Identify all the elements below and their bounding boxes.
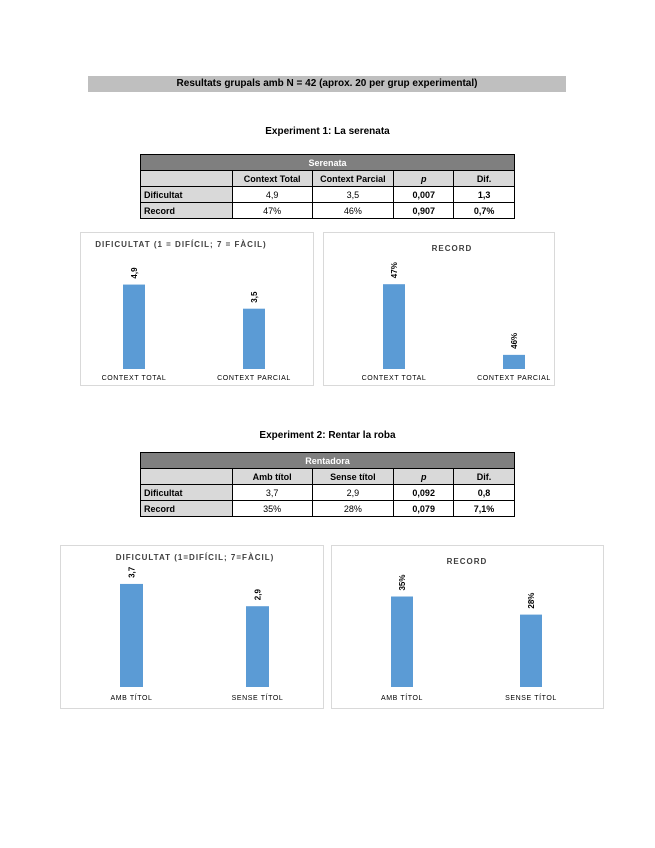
header-col: Amb títol <box>231 468 313 485</box>
category-label: CONTEXT TOTAL <box>102 375 167 382</box>
header-col: p <box>393 170 455 187</box>
table-cell: 0,8 <box>453 484 515 501</box>
rentadora-table: Rentadora Amb títol Sense títol p Dif. D… <box>140 452 515 517</box>
table-cell: 0,079 <box>393 500 455 517</box>
chart-bar <box>383 284 405 369</box>
table-cell: 3,5 <box>311 186 395 203</box>
table-cell: 28% <box>311 500 395 517</box>
experiment-2-title: Experiment 2: Rentar la roba <box>259 430 396 441</box>
chart-bar <box>123 284 145 369</box>
header-col: p <box>393 468 455 485</box>
table-cell: 4,9 <box>231 186 313 203</box>
table-cell: 35% <box>231 500 313 517</box>
data-label: 4,9 <box>130 267 139 279</box>
chart-title: RECORD <box>447 557 488 566</box>
chart-bar <box>246 606 269 687</box>
chart-bar <box>243 308 265 369</box>
chart-title: RECORD <box>432 244 473 253</box>
category-label: AMB TÍTOL <box>381 693 423 702</box>
row-label: Dificultat <box>140 484 233 501</box>
data-label: 46% <box>510 333 519 349</box>
row-label: Dificultat <box>140 186 233 203</box>
chart-bar <box>520 614 542 687</box>
header-col: Context Parcial <box>311 170 395 187</box>
table-row: Record 47% 46% 0,907 0,7% <box>140 202 515 219</box>
data-label: 35% <box>398 574 407 590</box>
table-cell: 0,907 <box>393 202 455 219</box>
category-label: SENSE TÍTOL <box>505 693 557 702</box>
table-row: Record 35% 28% 0,079 7,1% <box>140 500 515 517</box>
header-col: Dif. <box>453 170 515 187</box>
chart-record-1: RECORD 47% CONTEXT TOTAL 46% CONTEXT PARCIAL <box>323 232 555 386</box>
header-blank <box>140 170 233 187</box>
chart-record-2: RECORD 35% AMB TÍTOL 28% SENSE TÍTOL <box>331 545 604 709</box>
table-cell: 3,7 <box>231 484 313 501</box>
experiment-1-title: Experiment 1: La serenata <box>265 126 390 137</box>
table-row: Dificultat 4,9 3,5 0,007 1,3 <box>140 186 515 203</box>
table-cell: 1,3 <box>453 186 515 203</box>
chart-dificultat-1: DIFICULTAT (1 = DIFÍCIL; 7 = FÀCIL) 4,9 CO… <box>80 232 314 386</box>
table-cell: 0,092 <box>393 484 455 501</box>
chart-bar <box>503 354 525 369</box>
table-row: Dificultat 3,7 2,9 0,092 0,8 <box>140 484 515 501</box>
header-blank <box>140 468 233 485</box>
table-cell: 7,1% <box>453 500 515 517</box>
table-cell: 0,007 <box>393 186 455 203</box>
chart-title: DIFICULTAT (1=DIFÍCIL; 7=FÀCIL) <box>116 553 275 562</box>
table-caption: Serenata <box>140 154 515 171</box>
header-col: Sense títol <box>311 468 395 485</box>
row-label: Record <box>140 500 233 517</box>
results-banner: Resultats grupals amb N = 42 (aprox. 20 … <box>88 76 566 92</box>
data-label: 3,7 <box>128 566 137 578</box>
category-label: CONTEXT TOTAL <box>362 375 427 382</box>
chart-bar <box>391 596 413 687</box>
table-cell: 47% <box>231 202 313 219</box>
data-label: 47% <box>390 262 399 278</box>
category-label: CONTEXT PARCIAL <box>477 375 551 382</box>
table-cell: 46% <box>311 202 395 219</box>
table-caption: Rentadora <box>140 452 515 469</box>
category-label: CONTEXT PARCIAL <box>217 375 291 382</box>
table-cell: 0,7% <box>453 202 515 219</box>
category-label: SENSE TÍTOL <box>232 693 284 702</box>
data-label: 28% <box>527 593 536 609</box>
data-label: 2,9 <box>254 589 263 601</box>
table-cell: 2,9 <box>311 484 395 501</box>
header-col: Dif. <box>453 468 515 485</box>
row-label: Record <box>140 202 233 219</box>
header-col: Context Total <box>231 170 313 187</box>
serenata-table: Serenata Context Total Context Parcial p… <box>140 154 515 219</box>
chart-bar <box>120 583 143 687</box>
chart-title: DIFICULTAT (1 = DIFÍCIL; 7 = FÀCIL) <box>95 240 266 249</box>
data-label: 3,5 <box>250 291 259 303</box>
category-label: AMB TÍTOL <box>110 693 152 702</box>
chart-dificultat-2: DIFICULTAT (1=DIFÍCIL; 7=FÀCIL) 3,7 AMB TÍ… <box>60 545 324 709</box>
